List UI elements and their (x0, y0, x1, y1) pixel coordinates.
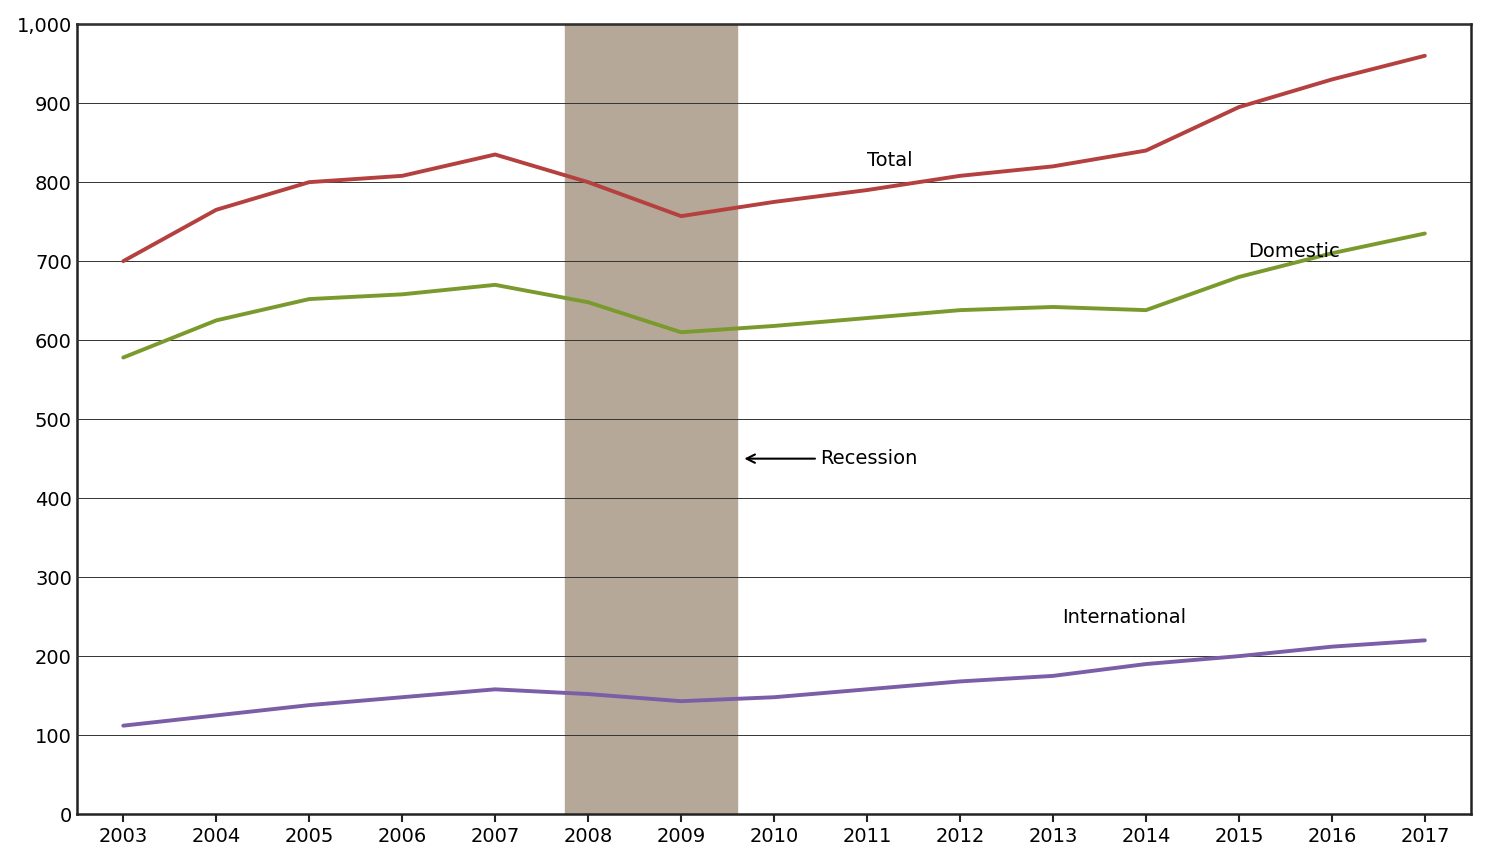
Bar (565, 24, 737, 814)
Text: Total: Total (868, 151, 912, 170)
Text: Domestic: Domestic (1248, 243, 1341, 261)
Text: International: International (1062, 608, 1186, 627)
Text: Recession: Recession (747, 449, 918, 468)
